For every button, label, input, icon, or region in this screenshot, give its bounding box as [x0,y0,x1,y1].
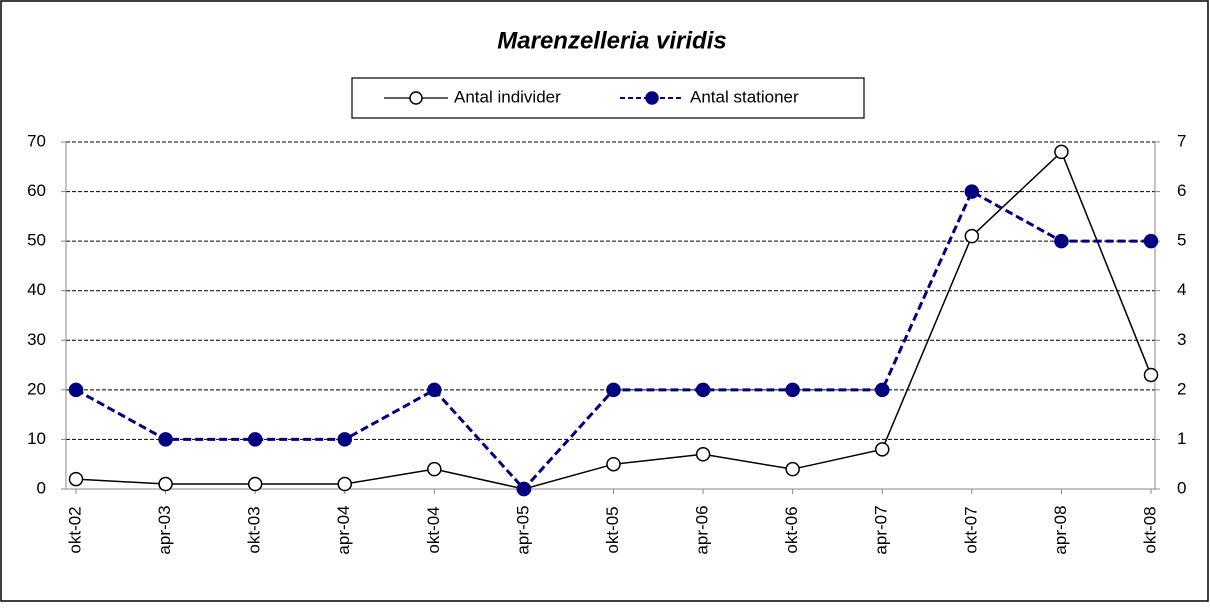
data-point [427,382,442,398]
legend-marker [409,91,423,105]
legend-label: Antal stationer [690,87,799,106]
data-point [785,461,800,477]
legend-marker [645,91,659,105]
data-point [964,184,980,199]
data-point [695,382,711,398]
y2-tick-label: 7 [1177,131,1186,150]
y2-tick-label: 5 [1177,231,1186,250]
y2-tick-label: 2 [1177,379,1186,398]
y2-tick-label: 4 [1177,280,1186,299]
data-point [68,382,84,398]
x-tick-label: okt-04 [424,506,443,553]
y-tick-label: 70 [27,131,46,150]
data-point [606,382,621,398]
y-tick-label: 30 [27,330,46,349]
data-point [875,382,890,398]
data-point [337,432,352,447]
data-point [247,432,263,447]
data-point [1054,233,1069,249]
x-tick-label: apr-04 [334,505,353,554]
data-point [785,382,800,398]
data-point [427,461,442,477]
data-point [68,471,84,487]
x-tick-label: okt-03 [245,506,264,553]
data-point [337,476,352,492]
y2-tick-label: 1 [1177,429,1186,448]
data-point [695,447,711,462]
y2-tick-label: 0 [1177,478,1186,497]
x-tick-label: okt-07 [961,506,980,553]
y2-tick-label: 6 [1177,181,1186,200]
x-tick-label: okt-08 [1140,506,1159,553]
data-point [1143,233,1159,249]
data-point [516,481,532,497]
data-point [158,432,173,447]
x-tick-label: okt-06 [782,506,801,553]
y-tick-label: 20 [27,379,46,398]
x-tick-label: apr-05 [513,505,532,554]
data-point [247,476,263,492]
y-tick-label: 10 [27,429,46,448]
y-tick-label: 40 [27,280,46,299]
y-tick-label: 0 [37,478,46,497]
x-tick-label: okt-05 [603,506,622,553]
x-tick-label: apr-06 [693,505,712,554]
data-point [606,456,621,472]
data-point [964,228,980,244]
x-tick-label: apr-07 [872,505,891,554]
data-point [158,476,173,492]
y2-tick-label: 3 [1177,330,1186,349]
data-point [1054,144,1069,160]
y-tick-label: 50 [27,231,46,250]
chart-title: Marenzelleria viridis [497,27,726,54]
x-tick-label: apr-03 [155,505,174,554]
y-tick-label: 60 [27,181,46,200]
x-tick-label: okt-02 [65,506,84,553]
data-point [1143,367,1159,383]
x-tick-label: apr-08 [1051,505,1070,554]
data-point [875,442,890,457]
legend-label: Antal individer [454,87,561,106]
